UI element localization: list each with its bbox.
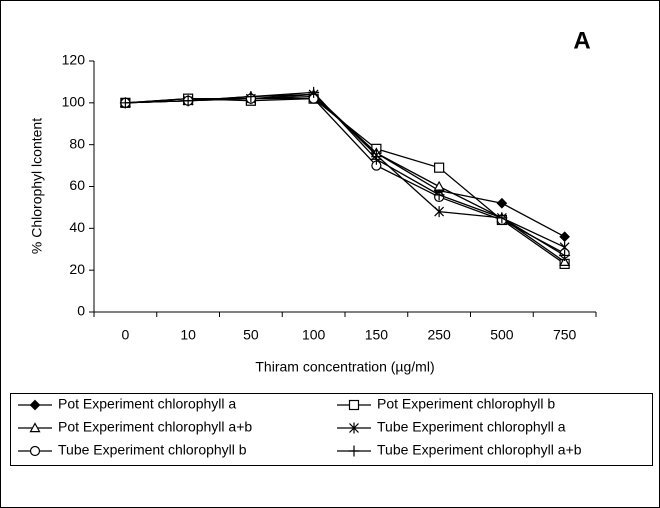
legend-marker [29, 445, 41, 457]
x-tick-label: 100 [302, 327, 326, 343]
legend-label: Tube Experiment chlorophyll a [377, 419, 566, 435]
x-tick-label: 150 [365, 327, 389, 343]
legend-label: Tube Experiment chlorophyll a+b [377, 442, 582, 458]
y-tick-label: 100 [62, 94, 86, 110]
legend-label: Pot Experiment chlorophyll a [58, 396, 236, 412]
legend-marker [348, 445, 360, 457]
x-tick-label: 750 [553, 327, 577, 343]
x-tick-label: 500 [490, 327, 514, 343]
x-axis-label: Thiram concentration (µg/ml) [255, 359, 434, 375]
x-tick-label: 10 [180, 327, 196, 343]
data-point [559, 256, 571, 266]
legend-marker [29, 399, 41, 411]
legend-marker [349, 422, 359, 434]
y-tick-label: 40 [69, 219, 85, 235]
series-line [125, 91, 565, 257]
y-tick-label: 80 [69, 135, 85, 151]
data-point [370, 153, 382, 165]
legend-marker [348, 399, 360, 411]
legend-label: Pot Experiment chlorophyll b [377, 396, 555, 412]
x-tick-label: 250 [427, 327, 451, 343]
data-point [308, 86, 320, 98]
data-point [559, 250, 571, 262]
data-point [434, 162, 445, 173]
legend-marker [29, 422, 41, 433]
data-point [434, 206, 445, 218]
y-tick-label: 60 [69, 177, 85, 193]
legend-label: Pot Experiment chlorophyll a+b [58, 419, 252, 435]
x-tick-label: 0 [121, 327, 129, 343]
y-tick-label: 20 [69, 261, 85, 277]
data-point [433, 189, 445, 201]
data-point [496, 197, 508, 209]
data-point [559, 231, 570, 243]
panel-label: A [573, 27, 590, 54]
y-tick-label: 120 [62, 52, 86, 68]
data-point [182, 95, 194, 107]
y-tick-label: 0 [77, 303, 85, 319]
x-tick-label: 50 [243, 327, 259, 343]
y-axis-label: % Chlorophyl lcontent [29, 118, 45, 254]
legend-box [10, 393, 653, 466]
data-point [119, 97, 131, 109]
data-point [496, 212, 508, 224]
legend-label: Tube Experiment chlorophyll b [58, 442, 247, 458]
data-point [245, 91, 257, 103]
